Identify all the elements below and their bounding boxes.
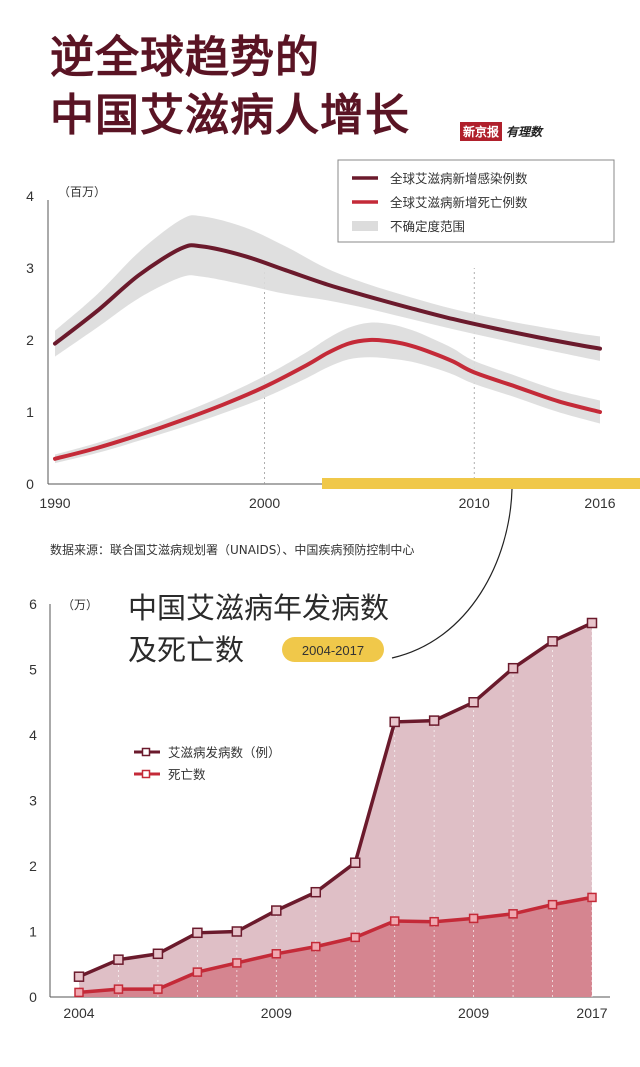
brand-sub: 有理数 — [506, 124, 543, 139]
data-point-cases — [468, 697, 479, 708]
series-line-cases — [78, 621, 593, 979]
y-tick-label: 0 — [29, 989, 37, 1005]
data-point-cases — [310, 886, 322, 898]
legend-label: 全球艾滋病新增感染例数 — [390, 171, 528, 186]
x-tick-label: 2009 — [458, 1005, 489, 1021]
data-point-deaths — [350, 932, 360, 943]
y-tick-label: 1 — [26, 404, 34, 420]
data-point-deaths — [468, 913, 479, 924]
data-point-deaths — [271, 949, 282, 959]
data-point-cases — [192, 927, 203, 939]
legend-label: 全球艾滋病新增死亡例数 — [390, 195, 528, 210]
data-point-deaths — [547, 899, 558, 910]
x-tick-label: 2000 — [249, 495, 280, 511]
uncertainty-band-1 — [55, 215, 600, 361]
year-range-badge — [282, 637, 384, 662]
chart-title-line1: 中国艾滋病年发病数 — [128, 591, 389, 625]
area-deaths — [79, 897, 592, 997]
brand-main: 新京报 — [460, 121, 503, 141]
data-point-deaths — [311, 941, 321, 952]
x-tick-label: 2010 — [459, 495, 490, 511]
legend-label: 艾滋病发病数（例） — [168, 745, 281, 760]
legend-box-global — [337, 159, 615, 243]
x-tick-label: 2017 — [576, 1005, 607, 1021]
y-tick-label: 6 — [29, 596, 37, 612]
legend-label: 死亡数 — [168, 767, 206, 782]
data-point-cases — [507, 662, 519, 674]
data-point-cases — [586, 617, 598, 629]
data-point-cases — [231, 926, 243, 937]
data-point-cases — [389, 716, 400, 728]
series-line-2 — [53, 337, 602, 461]
connector-curve — [391, 488, 513, 659]
area-cases — [79, 623, 592, 997]
y-tick-label: 3 — [29, 793, 37, 809]
brand-logo: 新京报 有理数 — [460, 121, 543, 141]
data-point-cases — [547, 636, 558, 647]
y-tick-label: 2 — [29, 858, 37, 874]
x-tick-label: 2016 — [584, 495, 615, 511]
series-line-deaths — [78, 895, 593, 995]
page-title-line1: 逆全球趋势的 — [50, 32, 320, 83]
data-point-cases — [152, 948, 164, 960]
y-tick-label: 3 — [26, 260, 34, 276]
x-tick-label: 2004 — [63, 1005, 94, 1021]
y-tick-label: 2 — [26, 332, 34, 348]
data-point-deaths — [192, 967, 203, 977]
data-point-deaths — [389, 916, 400, 926]
year-range-badge-label: 2004-2017 — [302, 643, 364, 658]
legend-marker — [141, 769, 151, 779]
data-point-cases — [349, 857, 361, 868]
data-point-deaths — [508, 909, 518, 919]
x-tick-label: 1990 — [39, 495, 70, 511]
series-line-1 — [53, 243, 602, 351]
legend-marker — [141, 747, 151, 757]
data-point-deaths — [232, 958, 242, 968]
y-unit-label: （百万） — [58, 185, 106, 199]
page-title-line2: 中国艾滋病人增长 — [50, 90, 410, 141]
x-tick-label: 2009 — [261, 1005, 292, 1021]
data-point-deaths — [429, 916, 439, 927]
data-point-deaths — [113, 984, 124, 994]
chart-title-line2: 及死亡数 — [128, 633, 244, 667]
data-point-deaths — [587, 892, 597, 903]
y-unit-label: （万） — [62, 598, 98, 612]
y-tick-label: 1 — [29, 924, 37, 940]
data-point-cases — [428, 715, 440, 726]
source-note: 数据来源：联合国艾滋病规划署（UNAIDS）、中国疾病预防控制中心 — [50, 543, 415, 557]
legend-swatch-3 — [352, 221, 378, 231]
data-point-cases — [271, 905, 282, 916]
y-tick-label: 4 — [26, 188, 34, 204]
data-point-cases — [73, 971, 85, 982]
y-tick-label: 0 — [26, 476, 34, 492]
data-point-cases — [113, 954, 124, 965]
data-point-deaths — [153, 984, 163, 994]
y-tick-label: 4 — [29, 727, 37, 743]
highlight-bar — [322, 478, 640, 489]
y-tick-label: 5 — [29, 662, 37, 678]
data-point-deaths — [74, 987, 84, 998]
legend-label: 不确定度范围 — [390, 219, 465, 234]
uncertainty-band-2 — [55, 322, 600, 464]
